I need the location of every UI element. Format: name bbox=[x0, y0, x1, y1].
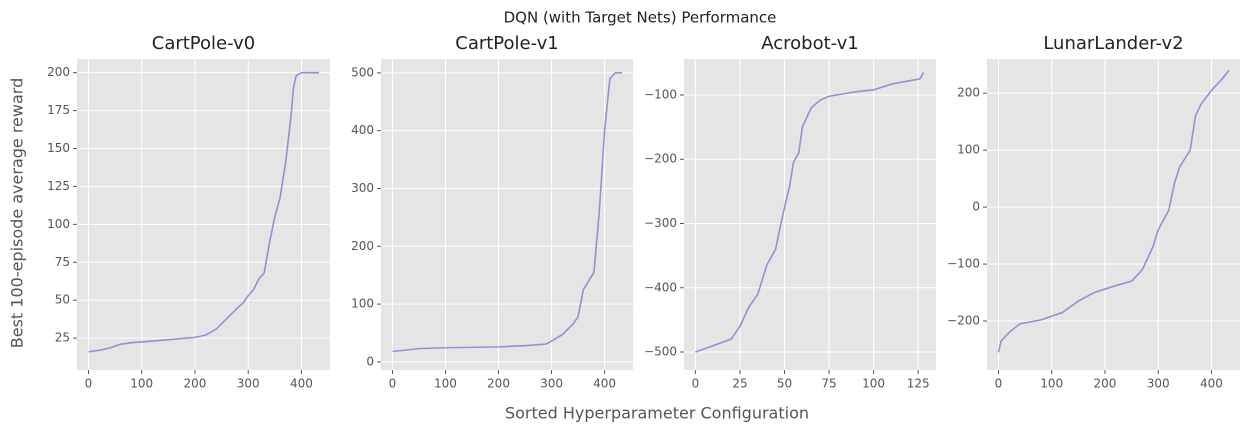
plot-background bbox=[381, 59, 633, 370]
y-tick-label: 100 bbox=[47, 217, 70, 231]
panel-title: LunarLander-v2 bbox=[1043, 33, 1183, 54]
data-line bbox=[88, 71, 320, 353]
panel-title: Acrobot-v1 bbox=[761, 33, 859, 54]
x-tick-label: 50 bbox=[777, 377, 792, 391]
y-tick-label: 125 bbox=[47, 179, 70, 193]
y-axis-label: Best 100-episode average reward bbox=[8, 78, 27, 348]
x-tick-label: 0 bbox=[692, 377, 700, 391]
x-tick-label: 400 bbox=[1200, 377, 1223, 391]
x-tick-label: 25 bbox=[732, 377, 747, 391]
y-tick-label: 200 bbox=[957, 86, 980, 100]
x-tick-label: 300 bbox=[540, 377, 563, 391]
x-tick-label: 300 bbox=[1147, 377, 1170, 391]
y-tick-label: 25 bbox=[55, 331, 70, 345]
x-axis-label: Sorted Hyperparameter Configuration bbox=[505, 404, 809, 423]
panel-title: CartPole-v1 bbox=[455, 33, 558, 54]
x-tick-label: 100 bbox=[130, 377, 153, 391]
y-tick-label: 0 bbox=[972, 200, 980, 214]
x-tick-label: 75 bbox=[821, 377, 836, 391]
y-tick-label: −100 bbox=[947, 257, 980, 271]
figure-title: DQN (with Target Nets) Performance bbox=[504, 9, 777, 27]
x-tick-label: 200 bbox=[184, 377, 207, 391]
x-tick-label: 0 bbox=[85, 377, 93, 391]
y-tick-label: −400 bbox=[644, 280, 677, 294]
y-tick-label: 200 bbox=[351, 239, 374, 253]
x-tick-label: 200 bbox=[1094, 377, 1117, 391]
y-tick-label: −100 bbox=[644, 87, 677, 101]
y-tick-label: 0 bbox=[366, 354, 374, 368]
y-tick-label: 175 bbox=[47, 103, 70, 117]
x-tick-label: 0 bbox=[995, 377, 1003, 391]
x-tick-label: 100 bbox=[862, 377, 885, 391]
y-tick-label: 50 bbox=[55, 293, 70, 307]
plot-background bbox=[684, 59, 936, 370]
y-tick-label: 100 bbox=[957, 143, 980, 157]
x-tick-label: 100 bbox=[434, 377, 457, 391]
y-tick-label: −200 bbox=[644, 152, 677, 166]
x-tick-label: 100 bbox=[1040, 377, 1063, 391]
x-tick-label: 400 bbox=[290, 377, 313, 391]
data-line bbox=[695, 72, 925, 353]
y-tick-label: −200 bbox=[947, 314, 980, 328]
x-tick-label: 125 bbox=[907, 377, 930, 391]
y-tick-label: 100 bbox=[351, 297, 374, 311]
y-tick-label: 500 bbox=[351, 65, 374, 79]
panel-title: CartPole-v0 bbox=[152, 33, 255, 54]
x-tick-label: 300 bbox=[237, 377, 260, 391]
data-line bbox=[997, 69, 1230, 353]
y-tick-label: 200 bbox=[47, 65, 70, 79]
x-tick-label: 400 bbox=[593, 377, 616, 391]
x-tick-label: 200 bbox=[487, 377, 510, 391]
y-tick-label: 400 bbox=[351, 123, 374, 137]
x-tick-label: 0 bbox=[389, 377, 397, 391]
y-tick-label: 150 bbox=[47, 141, 70, 155]
y-tick-label: 300 bbox=[351, 181, 374, 195]
y-tick-label: −500 bbox=[644, 345, 677, 359]
y-tick-label: 75 bbox=[55, 255, 70, 269]
data-line bbox=[392, 72, 623, 353]
y-tick-label: −300 bbox=[644, 216, 677, 230]
